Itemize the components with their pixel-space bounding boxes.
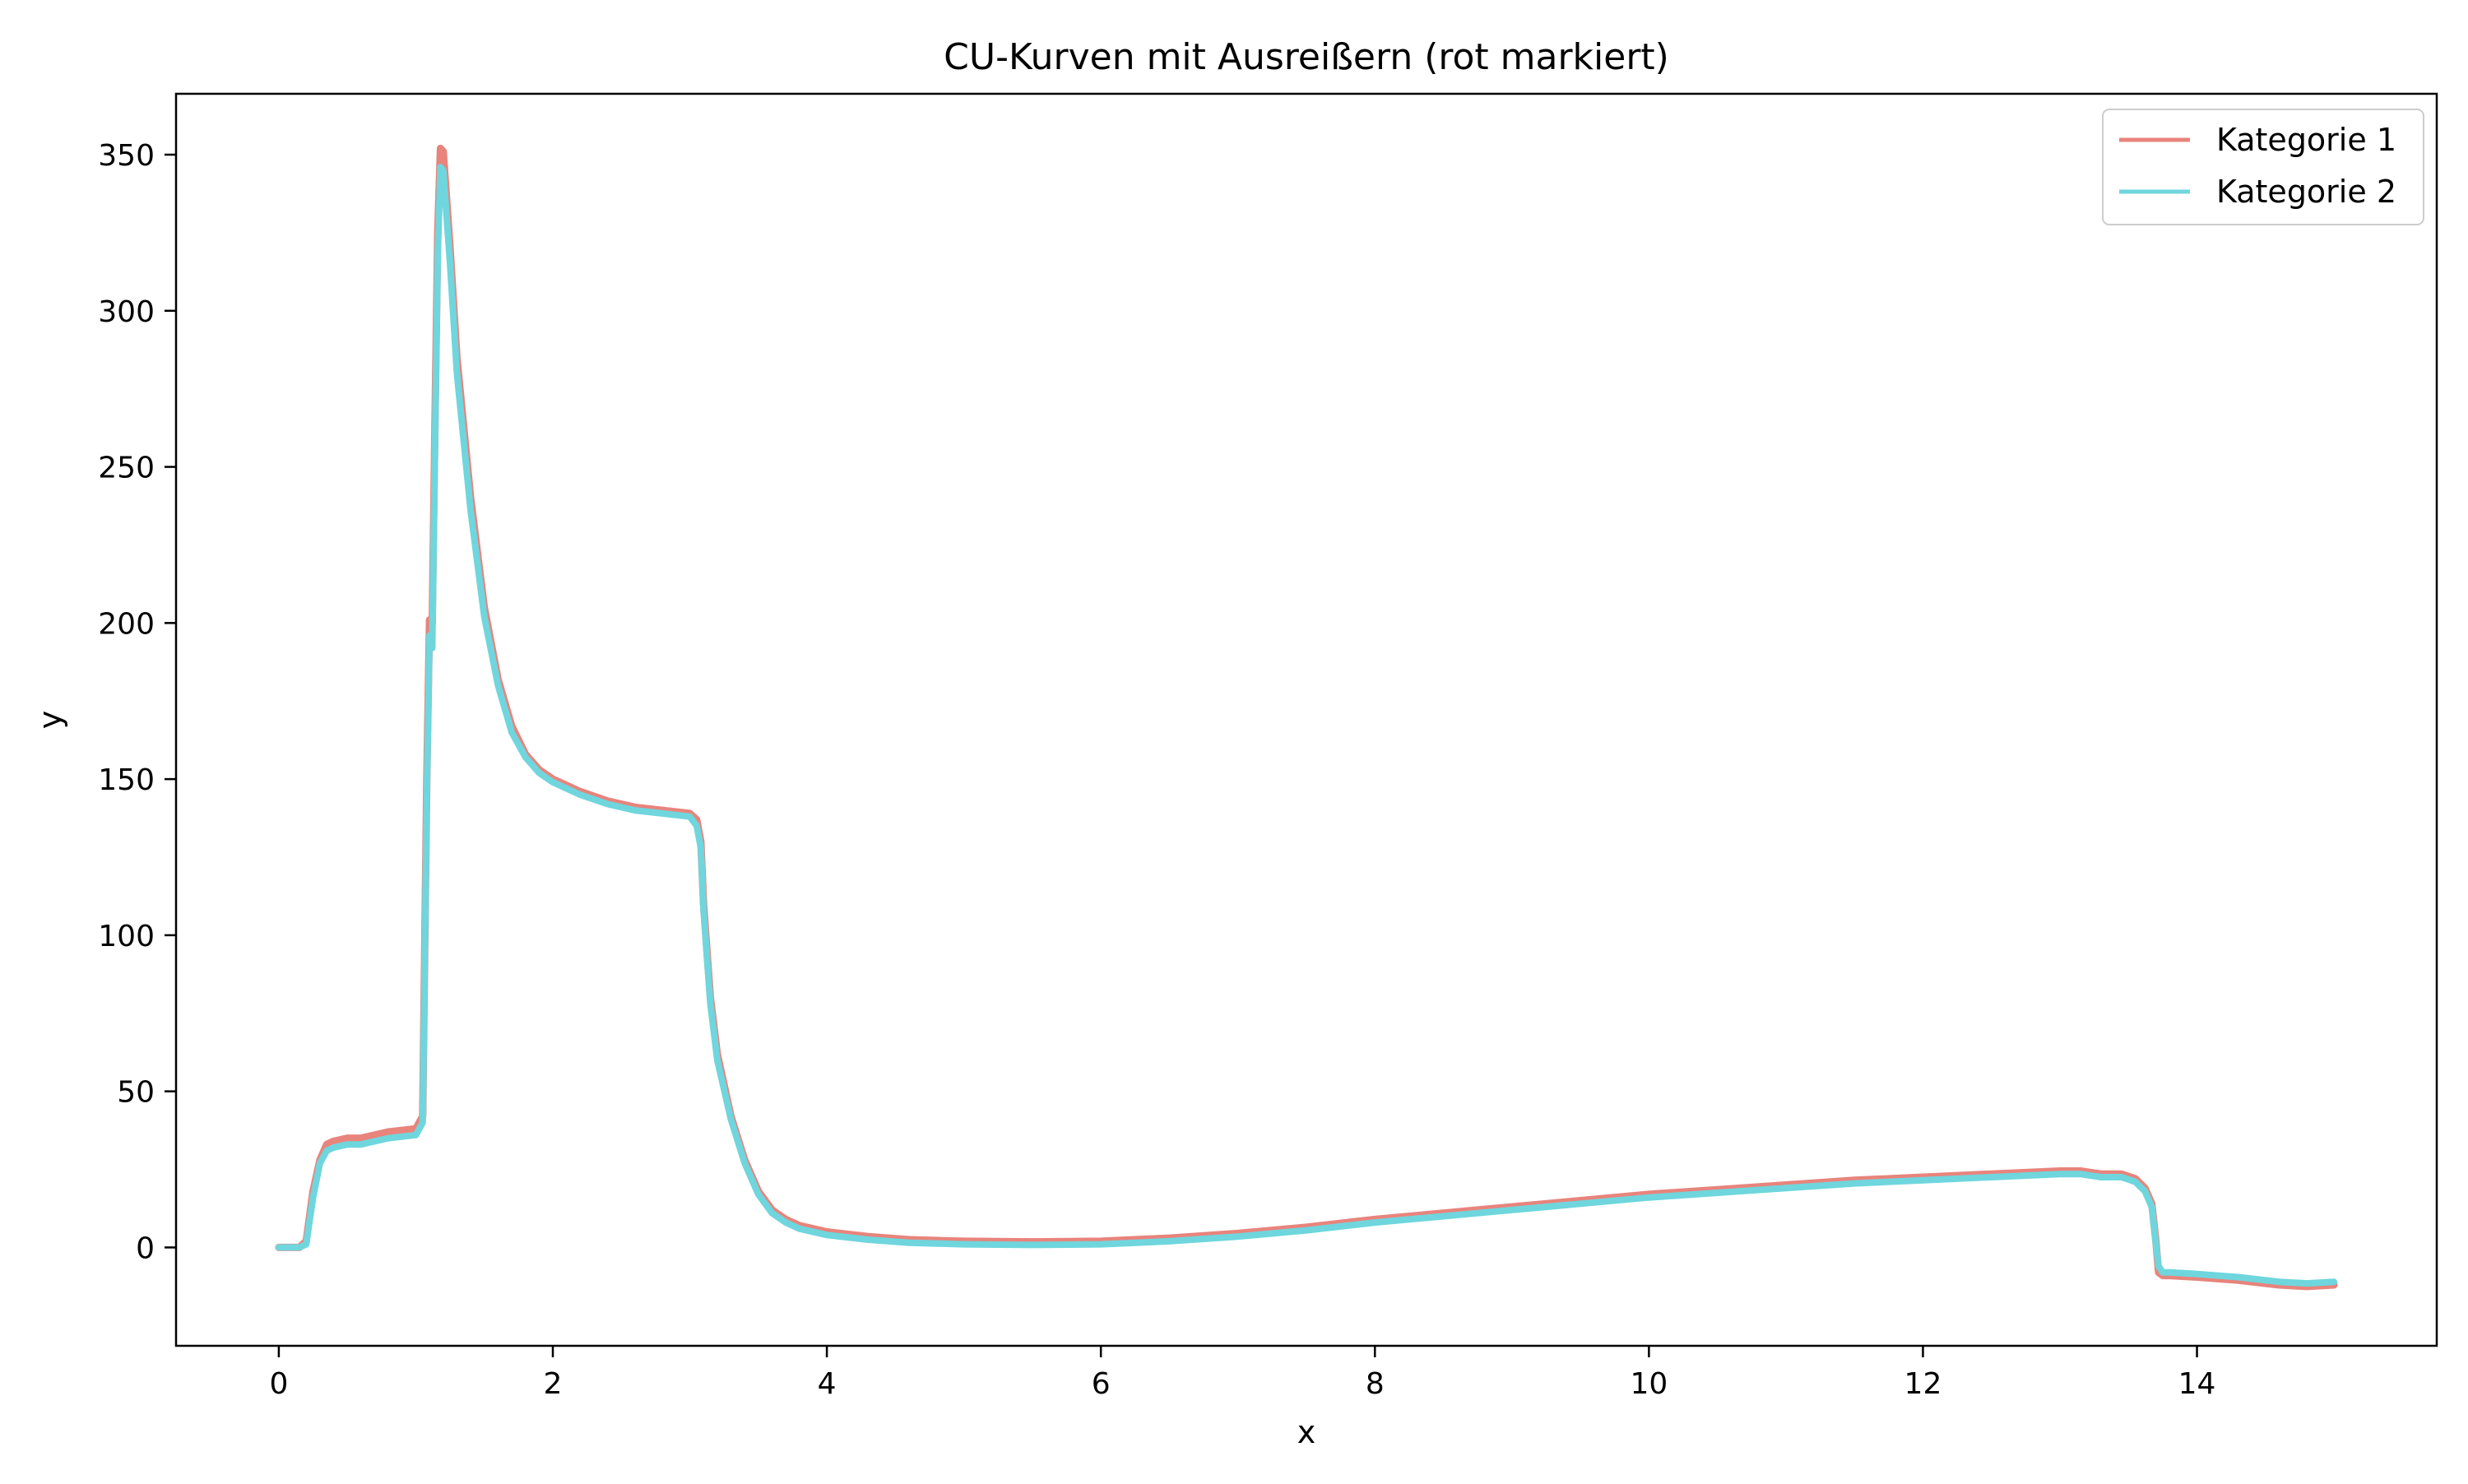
x-tick-label: 0: [269, 1367, 288, 1401]
plot-area: [275, 144, 2338, 1291]
series-line-kategorie-1: [275, 144, 2338, 1291]
x-tick-label: 6: [1092, 1367, 1111, 1401]
y-tick-label: 100: [98, 920, 155, 953]
y-tick-label: 150: [98, 763, 155, 797]
x-tick-label: 8: [1366, 1367, 1385, 1401]
x-tick-label: 12: [1904, 1367, 1942, 1401]
x-tick-label: 2: [544, 1367, 563, 1401]
y-tick-label: 200: [98, 607, 155, 641]
y-tick-label: 0: [136, 1231, 155, 1265]
y-tick-label: 350: [98, 139, 155, 173]
y-tick-label: 50: [117, 1076, 155, 1110]
y-tick-label: 250: [98, 452, 155, 485]
y-axis-label: y: [32, 711, 68, 730]
chart-title: CU-Kurven mit Ausreißern (rot markiert): [944, 36, 1669, 78]
y-axis: 0 50 100 150 200 250 300 350: [98, 139, 176, 1265]
y-tick-label: 300: [98, 295, 155, 329]
plot-frame: [174, 92, 2438, 1347]
x-tick-label: 4: [818, 1367, 837, 1401]
legend-label-kategorie-1: Kategorie 1: [2216, 122, 2396, 158]
x-tick-label: 10: [1630, 1367, 1668, 1401]
legend: Kategorie 1 Kategorie 2: [2102, 109, 2424, 225]
series-line-kategorie-2: [275, 164, 2338, 1287]
x-axis: 0 2 4 6 8 10 12 14: [269, 1346, 2215, 1401]
x-axis-label: x: [1297, 1414, 1316, 1450]
legend-label-kategorie-2: Kategorie 2: [2216, 174, 2396, 210]
x-tick-label: 14: [2178, 1367, 2216, 1401]
